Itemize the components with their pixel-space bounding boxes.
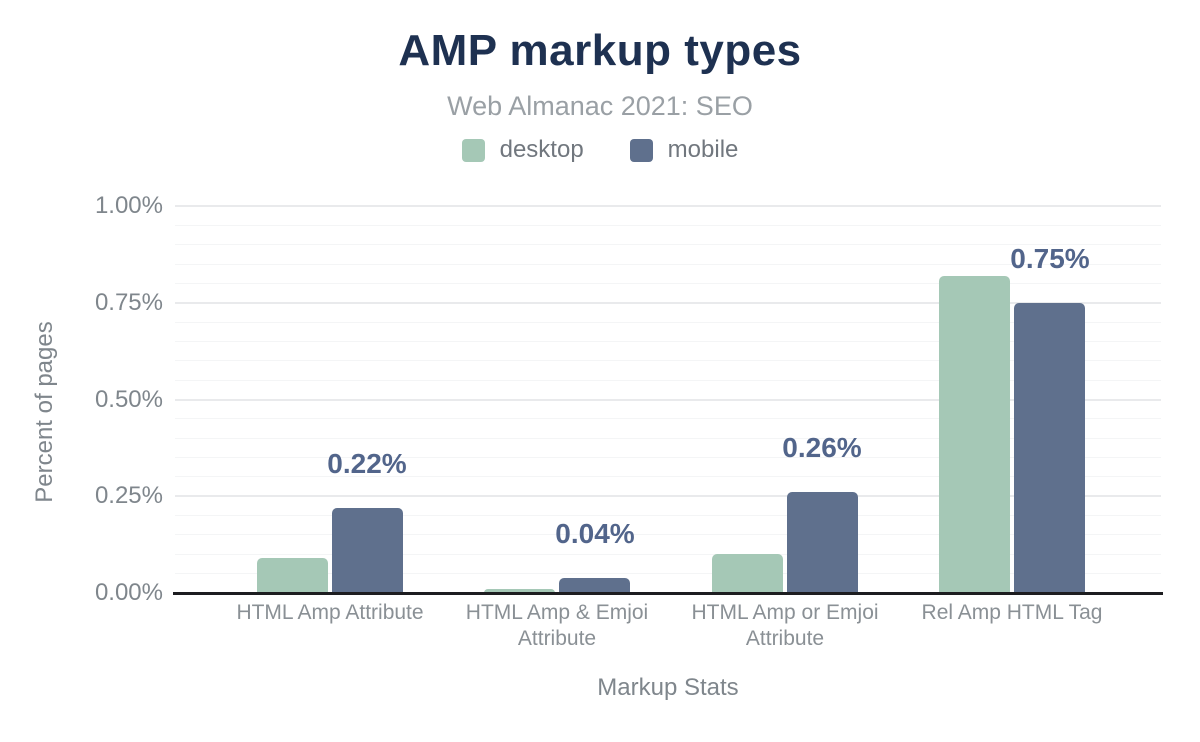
y-tick-label: 0.25% <box>94 482 163 510</box>
legend-label-mobile: mobile <box>667 136 739 163</box>
gridline-minor <box>175 573 1161 575</box>
chart-title: AMP markup types <box>398 26 802 75</box>
value-label: 0.04% <box>555 518 635 549</box>
gridline-minor <box>175 379 1161 381</box>
gridline-minor <box>175 418 1161 420</box>
bar-mobile-0 <box>332 508 403 593</box>
gridline-minor <box>175 282 1161 284</box>
value-label: 0.75% <box>1010 243 1090 274</box>
gridline-minor <box>175 340 1161 342</box>
gridline-major <box>175 495 1161 498</box>
y-tick-label: 0.75% <box>94 288 163 316</box>
y-axis-title: Percent of pages <box>31 321 58 503</box>
gridline-minor <box>175 553 1161 555</box>
gridline-minor <box>175 476 1161 478</box>
x-category-label: HTML Amp or Emjoi Attribute <box>691 601 879 650</box>
gridline-major <box>175 301 1161 304</box>
bar-desktop-2 <box>712 554 783 593</box>
gridline-minor <box>175 224 1161 226</box>
x-category-label: Rel Amp HTML Tag <box>921 601 1103 624</box>
bar-desktop-0 <box>257 558 328 593</box>
bar-desktop-1 <box>484 589 555 593</box>
y-tick-label: 0.00% <box>94 579 163 606</box>
value-label: 0.22% <box>327 448 407 479</box>
x-axis-line <box>173 592 1163 595</box>
y-tick-label: 0.50% <box>94 385 163 413</box>
legend-swatch-desktop-icon <box>461 138 485 162</box>
gridline-major <box>175 398 1161 401</box>
value-label: 0.26% <box>782 432 862 463</box>
gridline-minor <box>175 534 1161 536</box>
legend-swatch-mobile-icon <box>629 138 653 162</box>
x-category-label: HTML Amp & Emjoi Attribute <box>465 601 649 650</box>
gridline-major <box>175 205 1161 207</box>
x-axis-title: Markup Stats <box>597 674 739 701</box>
gridline-minor <box>175 321 1161 323</box>
legend-item-desktop: desktop <box>461 136 584 164</box>
gridline-minor <box>175 360 1161 362</box>
bar-mobile-2 <box>787 492 858 593</box>
bar-desktop-3 <box>939 276 1010 593</box>
legend: desktop mobile <box>0 136 1200 164</box>
gridline-minor <box>175 515 1161 517</box>
x-category-label: HTML Amp Attribute <box>236 601 424 624</box>
legend-label-desktop: desktop <box>499 136 584 163</box>
gridline-minor <box>175 457 1161 459</box>
bar-mobile-1 <box>559 578 630 593</box>
bar-mobile-3 <box>1014 303 1085 593</box>
legend-item-mobile: mobile <box>629 136 739 164</box>
gridline-minor <box>175 437 1161 439</box>
chart-subtitle: Web Almanac 2021: SEO <box>447 91 753 121</box>
gridline-minor <box>175 244 1161 246</box>
gridline-minor <box>175 263 1161 265</box>
y-tick-label: 1.00% <box>94 192 163 219</box>
